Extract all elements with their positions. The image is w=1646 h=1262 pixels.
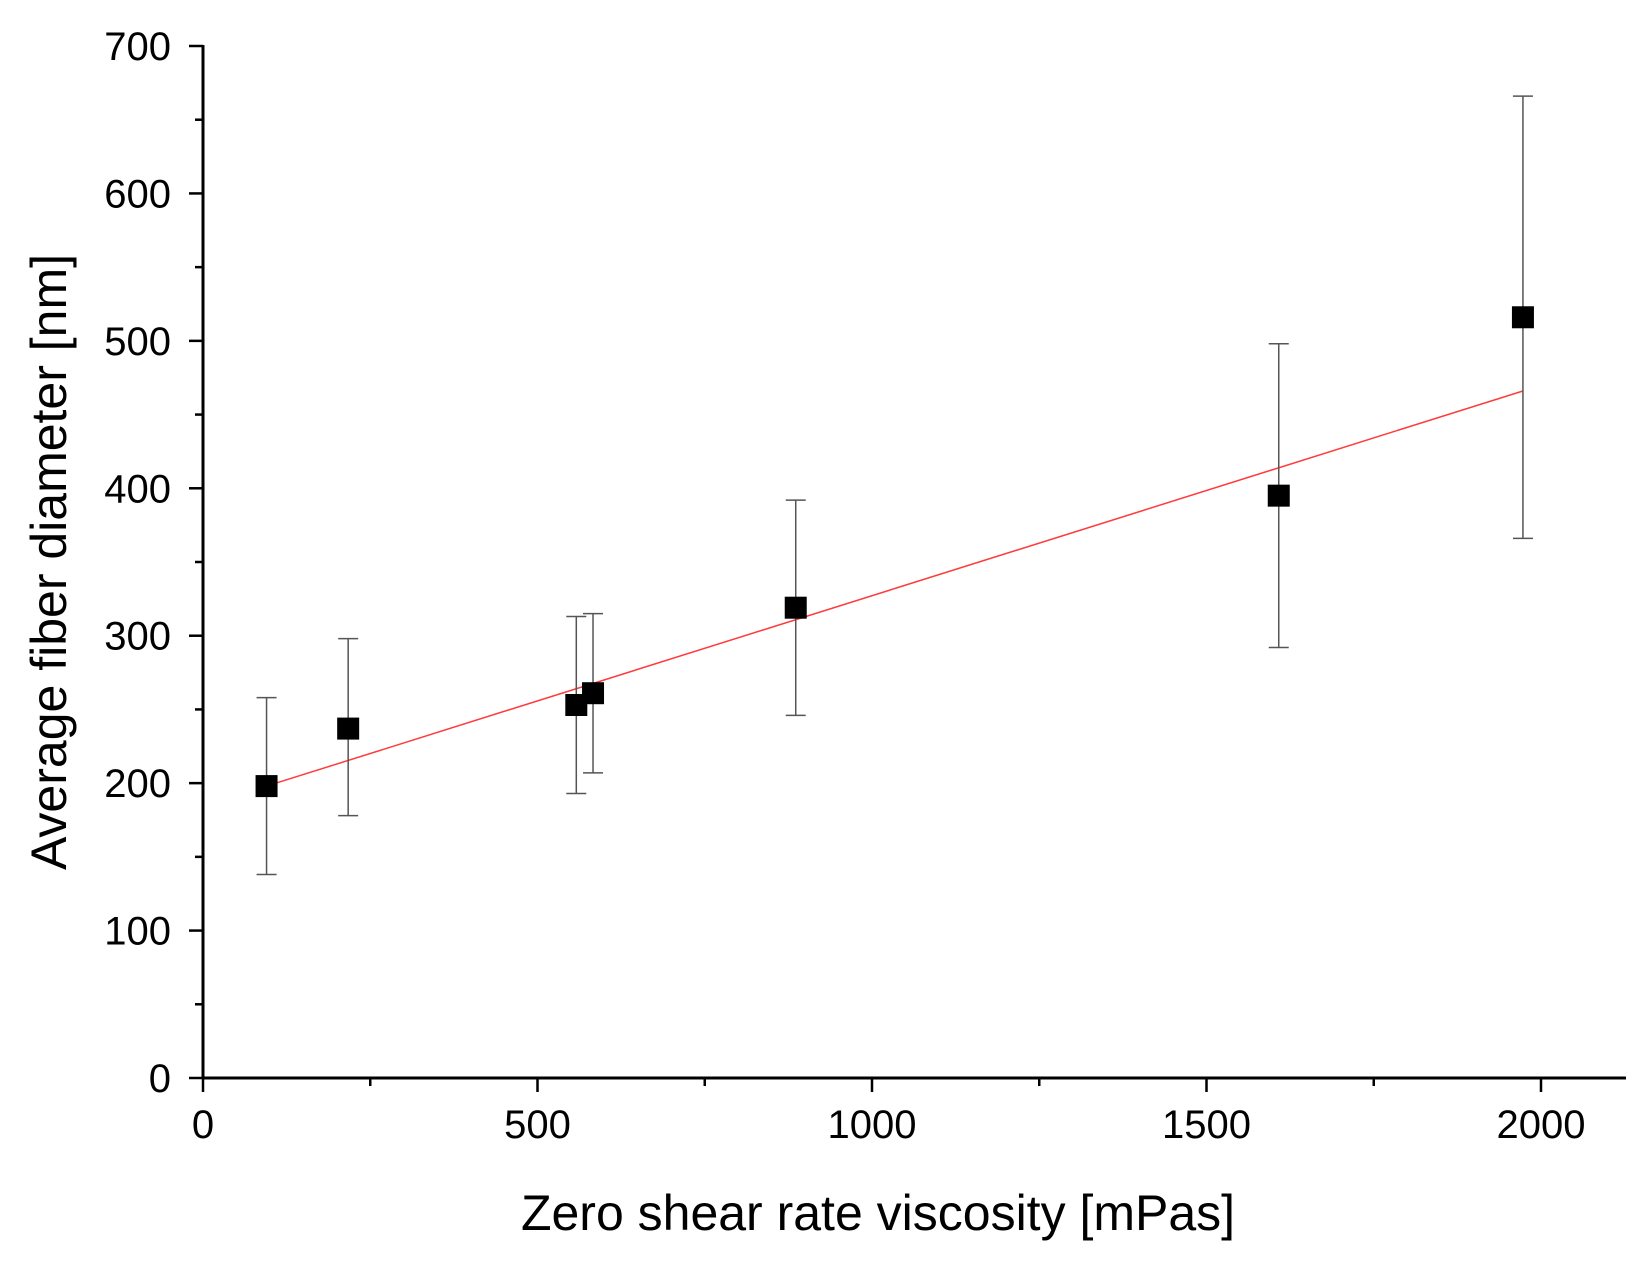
ticks: 0 500 1000 1500 2000 0 100 200 300 400 500 600 700 <box>104 25 1585 1147</box>
error-bars <box>256 95 1533 876</box>
y-tick-label: 300 <box>104 615 171 659</box>
y-tick-label: 400 <box>104 467 171 511</box>
y-tick-label: 600 <box>104 172 171 216</box>
data-point-marker <box>337 717 360 740</box>
x-tick-label: 1500 <box>1162 1103 1251 1147</box>
y-tick-label: 700 <box>104 25 171 69</box>
y-tick-label: 100 <box>104 910 171 954</box>
axes <box>201 45 1626 1080</box>
data-points <box>255 306 1534 798</box>
data-point-marker <box>565 694 588 717</box>
data-point-marker <box>582 682 605 705</box>
y-tick-label: 500 <box>104 320 171 364</box>
x-tick-label: 1000 <box>828 1103 917 1147</box>
x-tick-label: 0 <box>192 1103 214 1147</box>
data-point-marker <box>255 775 278 798</box>
x-tick-label: 500 <box>504 1103 571 1147</box>
y-tick-label: 0 <box>149 1057 171 1101</box>
fit-line-group <box>266 390 1524 787</box>
fit-line <box>266 390 1524 787</box>
data-point-marker <box>1511 306 1534 329</box>
y-tick-label: 200 <box>104 762 171 806</box>
data-point-marker <box>784 596 807 619</box>
x-tick-label: 2000 <box>1497 1103 1586 1147</box>
x-axis-title: Zero shear rate viscosity [mPas] <box>521 1185 1235 1241</box>
data-point-marker <box>1267 484 1290 507</box>
y-axis-title: Average fiber diameter [nm] <box>21 254 77 870</box>
